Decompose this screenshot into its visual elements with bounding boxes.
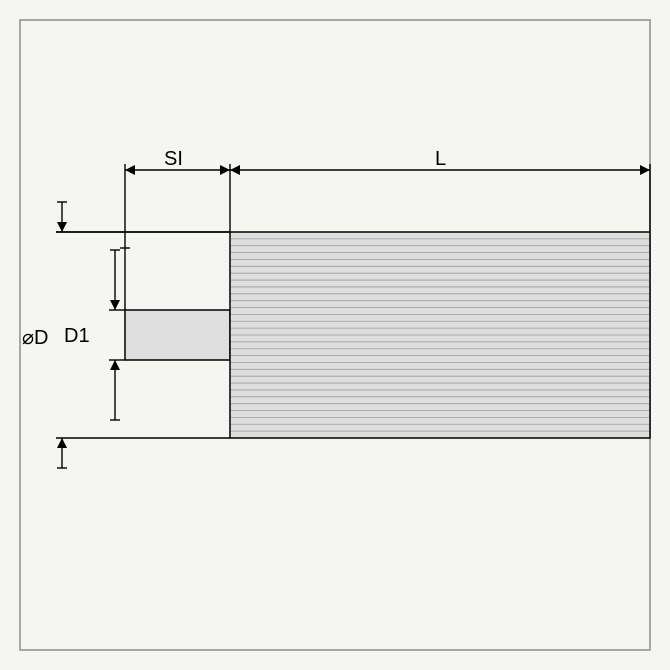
label-L: L [435,148,446,171]
diagram-canvas [0,0,670,670]
label-D1: D1 [64,325,90,348]
label-SI: SI [164,148,183,171]
label-D: ⌀D [22,325,48,350]
